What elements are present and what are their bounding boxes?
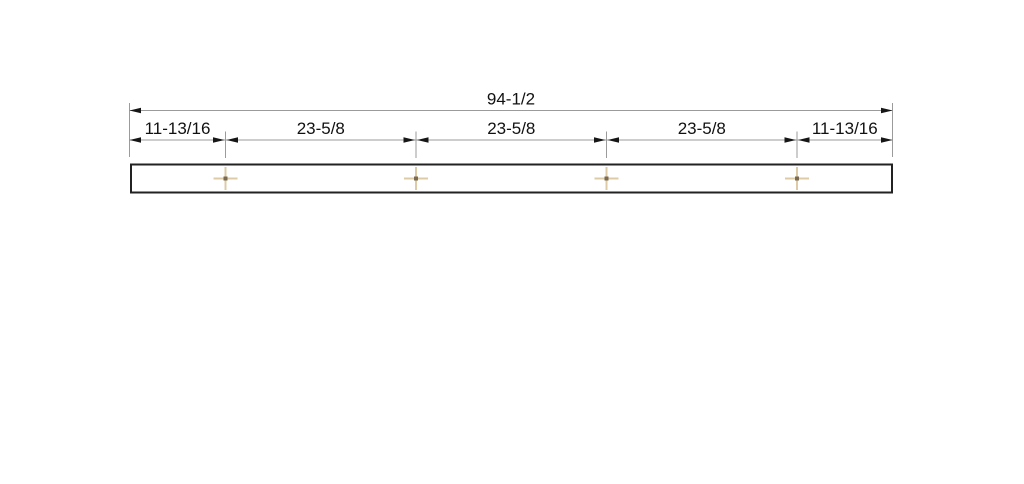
arrowhead-seg-b1-left	[213, 137, 225, 143]
hole-center-marker-4	[785, 167, 809, 190]
arrowhead-seg-b3-right	[607, 137, 619, 143]
arrowhead-seg-b3-left	[594, 137, 606, 143]
hole-center-marker-1	[213, 167, 238, 190]
segment-dimension-label-1: 11-13/16	[145, 119, 211, 138]
arrowhead-overall-right	[881, 107, 893, 114]
segment-dimension-label-4: 23-5/8	[678, 119, 726, 138]
arrowhead-seg-right-end	[881, 137, 893, 143]
part-outline	[130, 163, 893, 194]
hole-marker-center-dot	[414, 176, 418, 181]
arrowhead-seg-b4-right	[798, 137, 810, 143]
arrowhead-seg-b1-right	[226, 137, 238, 143]
arrowhead-seg-b2-right	[417, 137, 429, 143]
arrowhead-seg-b4-left	[784, 137, 796, 143]
hole-marker-center-dot	[223, 176, 228, 181]
arrowhead-seg-b2-left	[403, 137, 415, 143]
arrowhead-overall-left	[129, 107, 141, 114]
hole-center-marker-3	[594, 167, 619, 190]
segment-dimension-label-5: 11-13/16	[812, 119, 878, 138]
arrowhead-seg-left-end	[129, 137, 141, 143]
segment-dimension-label-2: 23-5/8	[297, 119, 345, 138]
hole-center-marker-2	[404, 167, 428, 190]
hole-marker-center-dot	[604, 176, 609, 181]
overall-dimension-label: 94-1/2	[487, 90, 535, 109]
segment-dimension-label-3: 23-5/8	[487, 119, 535, 138]
hole-marker-center-dot	[795, 176, 799, 181]
